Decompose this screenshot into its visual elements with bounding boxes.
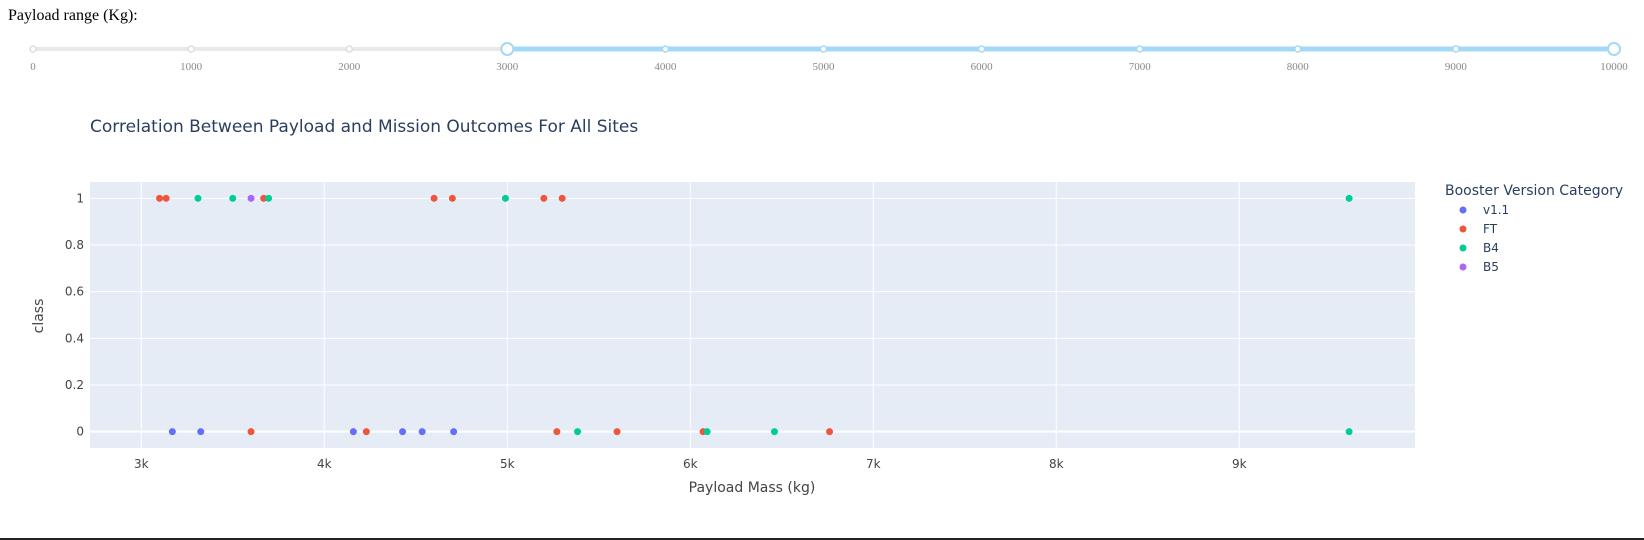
data-point-ft[interactable] (162, 194, 170, 202)
legend-item-b5[interactable]: B5 (1459, 260, 1499, 274)
slider-mark-dot (977, 45, 986, 53)
legend-item-ft[interactable]: FT (1459, 222, 1498, 236)
slider-mark-dot (1135, 45, 1144, 53)
data-point-ft[interactable] (362, 428, 370, 436)
y-tick-label: 0.4 (65, 331, 84, 345)
grid-lines (90, 182, 1415, 448)
slider-mark-dot (29, 45, 37, 53)
x-tick-label: 8k (1049, 457, 1064, 471)
data-point-b4[interactable] (703, 428, 711, 436)
data-point-v1-1[interactable] (197, 428, 205, 436)
bottom-border (0, 538, 1644, 540)
data-point-b4[interactable] (194, 194, 202, 202)
data-point-ft[interactable] (558, 194, 566, 202)
x-axis-ticks: 3k 4k 5k 6k 7k 8k 9k (134, 457, 1247, 471)
data-point-b4[interactable] (501, 194, 509, 202)
legend-marker (1459, 244, 1467, 252)
slider-mark-label: 8000 (1287, 61, 1310, 73)
data-point-ft[interactable] (613, 428, 621, 436)
data-point-b4[interactable] (574, 428, 582, 436)
data-point-ft[interactable] (260, 194, 268, 202)
x-tick-label: 7k (866, 457, 881, 471)
data-point-ft[interactable] (247, 428, 255, 436)
slider-mark-label: 7000 (1129, 61, 1152, 73)
data-points[interactable] (156, 194, 1353, 436)
data-point-v1-1[interactable] (418, 428, 426, 436)
y-axis-title: class (31, 299, 47, 334)
legend-items[interactable]: v1.1 FT B4 B5 (1459, 203, 1510, 274)
data-point-ft[interactable] (448, 194, 456, 202)
slider-handles[interactable] (500, 42, 1621, 56)
legend-title: Booster Version Category (1445, 183, 1623, 199)
data-point-ft[interactable] (156, 194, 164, 202)
legend-label: v1.1 (1483, 203, 1509, 217)
data-point-ft[interactable] (553, 428, 561, 436)
data-point-ft[interactable] (430, 194, 438, 202)
slider-mark-label: 6000 (971, 61, 994, 73)
data-point-b4[interactable] (229, 194, 237, 202)
data-point-ft[interactable] (826, 428, 834, 436)
data-point-b4[interactable] (1345, 194, 1353, 202)
slider-mark-label: 0 (30, 61, 36, 73)
y-tick-label: 1 (76, 191, 84, 205)
slider-mark-label: 10000 (1600, 61, 1628, 73)
x-tick-label: 4k (317, 457, 332, 471)
legend-marker (1459, 225, 1467, 233)
legend-label: B4 (1483, 241, 1499, 255)
slider-mark-dot (661, 45, 670, 53)
data-point-ft[interactable] (540, 194, 548, 202)
slider-mark-label: 1000 (180, 61, 203, 73)
slider-mark-dot (1294, 45, 1302, 53)
x-tick-label: 6k (683, 457, 698, 471)
x-axis-title: Payload Mass (kg) (689, 480, 816, 496)
chart-title: Correlation Between Payload and Mission … (90, 117, 638, 137)
scatter-chart: Correlation Between Payload and Mission … (31, 117, 1623, 496)
legend-item-b4[interactable]: B4 (1459, 241, 1499, 255)
plot-area[interactable] (90, 182, 1415, 448)
slider-mark-dot (819, 45, 828, 53)
legend-marker (1459, 206, 1467, 214)
legend-label: B5 (1483, 260, 1499, 274)
legend-item-v1-1[interactable]: v1.1 (1459, 203, 1510, 217)
y-tick-label: 0.8 (65, 238, 84, 252)
data-point-v1-1[interactable] (450, 428, 458, 436)
slider-handle-max[interactable] (1607, 42, 1621, 56)
legend-marker (1459, 263, 1467, 271)
payload-range-slider[interactable]: 0 1000 2000 3000 4000 5000 6000 7000 8000 9000 100… (0, 0, 1644, 90)
slider-mark-label: 3000 (496, 61, 519, 73)
y-tick-label: 0.6 (65, 285, 84, 299)
x-tick-label: 5k (500, 457, 515, 471)
slider-mark-label: 4000 (654, 61, 677, 73)
data-point-v1-1[interactable] (349, 428, 357, 436)
data-point-v1-1[interactable] (168, 428, 176, 436)
slider-mark-label: 5000 (813, 61, 836, 73)
legend-label: FT (1483, 222, 1498, 236)
slider-mark-label: 9000 (1445, 61, 1468, 73)
slider-tick-labels: 0 1000 2000 3000 4000 5000 6000 7000 8000 9000 100… (30, 61, 1628, 73)
y-axis-ticks: 0 0.2 0.4 0.6 0.8 1 (65, 191, 84, 438)
y-tick-label: 0.2 (65, 378, 84, 392)
slider-handle-min[interactable] (500, 42, 515, 56)
x-tick-label: 3k (134, 457, 149, 471)
slider-mark-dot (187, 45, 195, 53)
y-tick-label: 0 (76, 425, 84, 439)
slider-mark-label: 2000 (338, 61, 361, 73)
data-point-b5[interactable] (247, 194, 255, 202)
x-tick-label: 9k (1232, 457, 1247, 471)
data-point-b4[interactable] (265, 194, 273, 202)
data-point-b4[interactable] (1345, 428, 1353, 436)
slider-mark-dot (345, 45, 353, 53)
data-point-v1-1[interactable] (399, 428, 407, 436)
slider-mark-dot (1452, 45, 1460, 53)
data-point-b4[interactable] (770, 428, 778, 436)
legend[interactable]: Booster Version Category v1.1 FT B4 B5 (1445, 183, 1623, 274)
payload-range-label: Payload range (Kg): (8, 7, 138, 24)
